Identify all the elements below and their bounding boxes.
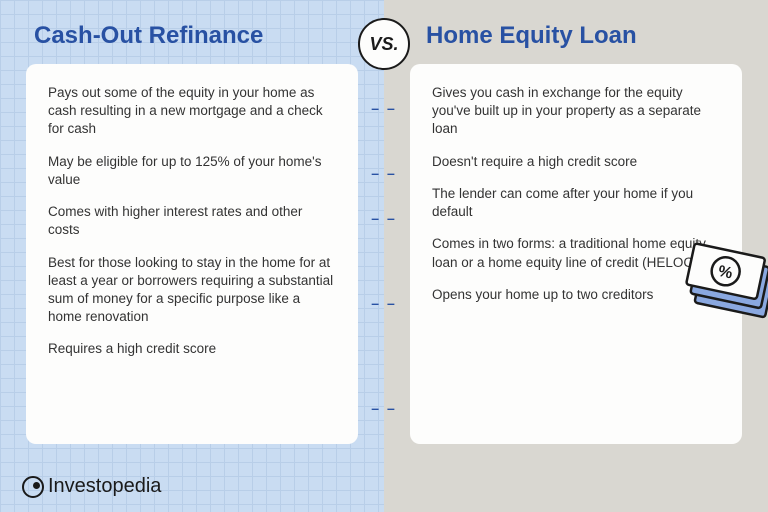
comparison-dash: – – <box>371 100 396 116</box>
comparison-dash: – – <box>371 165 396 181</box>
vs-badge: VS. <box>358 18 410 70</box>
left-point: May be eligible for up to 125% of your h… <box>48 153 336 189</box>
right-point: The lender can come after your home if y… <box>432 185 720 221</box>
comparison-dash: – – <box>371 400 396 416</box>
brand-logo: Investopedia <box>22 475 161 498</box>
right-point: Gives you cash in exchange for the equit… <box>432 84 720 139</box>
comparison-dash: – – <box>371 295 396 311</box>
left-point: Pays out some of the equity in your home… <box>48 84 336 139</box>
right-point: Comes in two forms: a traditional home e… <box>432 235 720 271</box>
left-point: Best for those looking to stay in the ho… <box>48 254 336 327</box>
right-point: Opens your home up to two creditors <box>432 286 720 304</box>
right-point: Doesn't require a high credit score <box>432 153 720 171</box>
right-title: Home Equity Loan <box>410 22 742 50</box>
vs-label: VS. <box>369 34 398 55</box>
money-percent-icon: % <box>678 238 768 328</box>
left-point: Requires a high credit score <box>48 340 336 358</box>
left-card: Pays out some of the equity in your home… <box>26 64 358 444</box>
logo-icon <box>22 476 44 498</box>
logo-text: Investopedia <box>48 475 161 498</box>
left-panel: Cash-Out Refinance Pays out some of the … <box>0 0 384 512</box>
comparison-dash: – – <box>371 210 396 226</box>
left-point: Comes with higher interest rates and oth… <box>48 203 336 239</box>
comparison-container: Cash-Out Refinance Pays out some of the … <box>0 0 768 512</box>
left-title: Cash-Out Refinance <box>26 22 358 50</box>
